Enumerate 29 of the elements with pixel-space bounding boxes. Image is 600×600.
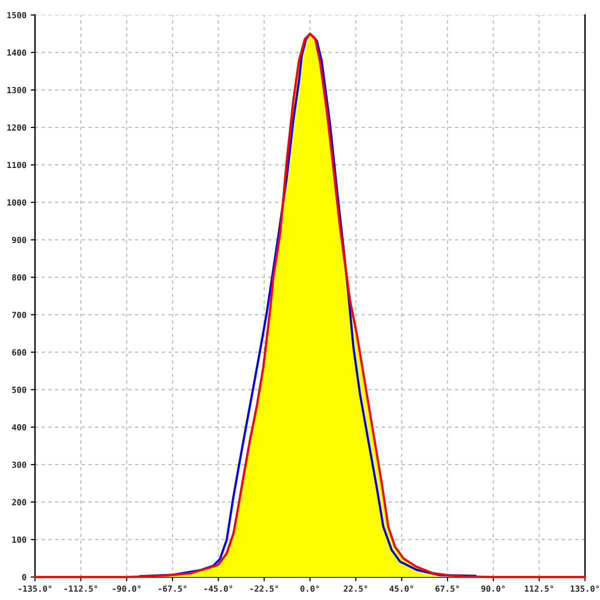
y-tick-label: 1000 [7,199,26,206]
y-tick-label: 0 [22,574,26,580]
x-tick-label: -22.5° [250,585,278,592]
x-tick-label: 67.5° [435,585,459,592]
y-tick-label: 600 [12,349,26,356]
y-tick-label: 1100 [7,162,26,168]
x-tick-label: -67.5° [158,585,186,592]
y-tick-label: 700 [12,312,26,318]
y-tick-label: 900 [12,236,26,244]
x-tick-label: 45.0° [390,585,414,592]
y-tick-label: 400 [12,424,26,430]
y-tick-label: 300 [12,462,26,468]
y-tick-label: 500 [12,386,26,393]
y-tick-label: 1400 [7,49,26,56]
y-tick-label: 800 [12,274,26,281]
x-tick-label: -135.0° [18,585,52,592]
x-tick-label: -45.0° [204,585,232,592]
x-tick-label: 0.0° [300,585,319,592]
y-tick-label: 100 [12,536,26,543]
x-tick-label: 22.5° [344,585,368,592]
x-tick-label: -112.5° [64,585,98,592]
x-tick-label: 90.0° [481,585,505,592]
x-tick-label: 135.0° [570,585,599,592]
x-tick-label: 112.5° [524,585,554,592]
y-tick-label: 1300 [7,86,26,94]
x-tick-label: -90.0° [112,585,141,592]
y-tick-label: 1200 [7,124,26,131]
y-tick-label: 1500 [7,12,26,18]
y-tick-label: 200 [12,499,26,506]
